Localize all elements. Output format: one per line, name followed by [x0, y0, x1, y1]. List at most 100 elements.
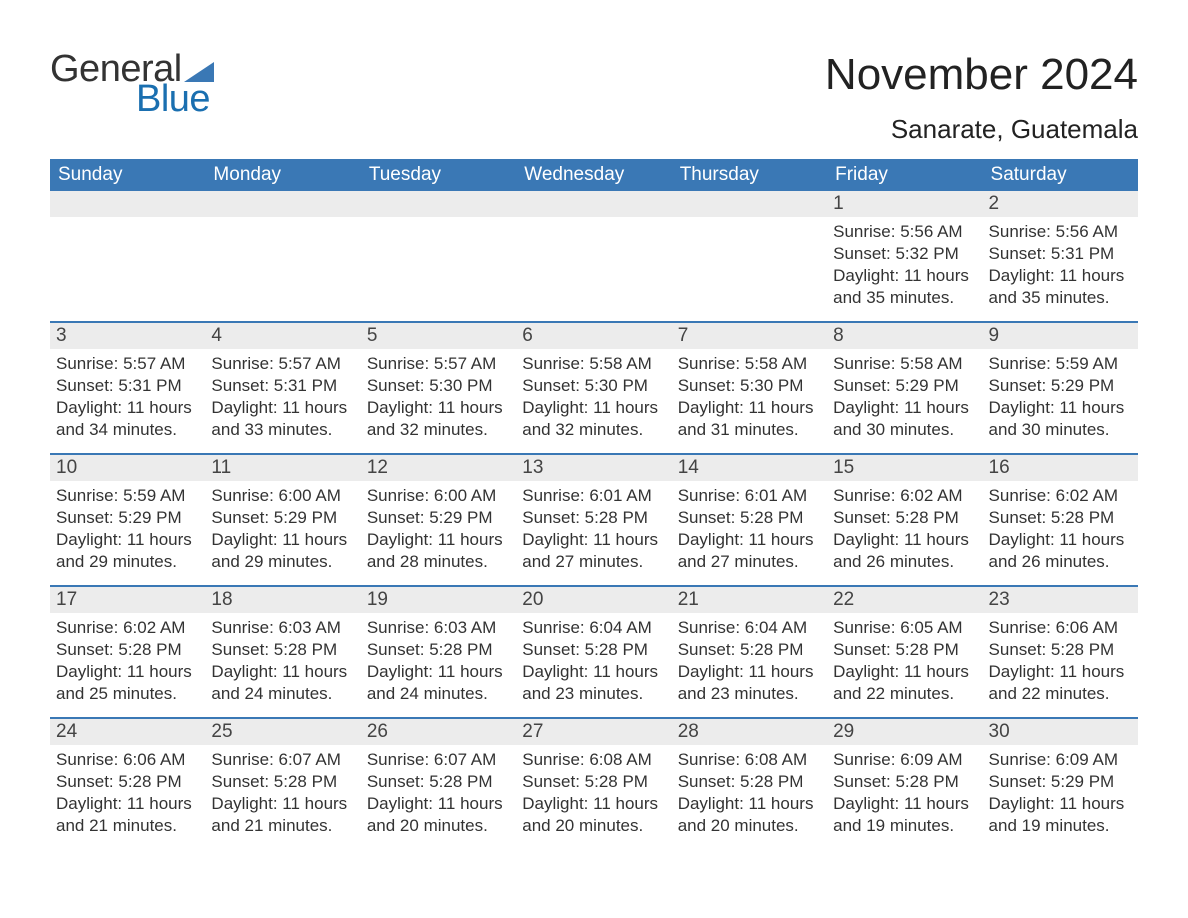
day-cell: [672, 191, 827, 321]
day-line-d2: and 19 minutes.: [833, 815, 976, 837]
week-row: 17Sunrise: 6:02 AMSunset: 5:28 PMDayligh…: [50, 585, 1138, 717]
day-cell: 1Sunrise: 5:56 AMSunset: 5:32 PMDaylight…: [827, 191, 982, 321]
day-line-sunrise: Sunrise: 6:02 AM: [989, 485, 1132, 507]
day-line-sunset: Sunset: 5:28 PM: [522, 639, 665, 661]
day-number: 6: [516, 323, 671, 349]
day-line-d2: and 30 minutes.: [989, 419, 1132, 441]
day-line-d2: and 20 minutes.: [522, 815, 665, 837]
day-cell: 16Sunrise: 6:02 AMSunset: 5:28 PMDayligh…: [983, 455, 1138, 585]
day-number: 12: [361, 455, 516, 481]
day-line-d1: Daylight: 11 hours: [678, 529, 821, 551]
day-line-d2: and 25 minutes.: [56, 683, 199, 705]
day-line-d1: Daylight: 11 hours: [367, 793, 510, 815]
day-cell: 23Sunrise: 6:06 AMSunset: 5:28 PMDayligh…: [983, 587, 1138, 717]
day-line-sunrise: Sunrise: 6:07 AM: [367, 749, 510, 771]
day-line-sunset: Sunset: 5:28 PM: [989, 507, 1132, 529]
day-line-sunset: Sunset: 5:28 PM: [678, 771, 821, 793]
day-cell: 11Sunrise: 6:00 AMSunset: 5:29 PMDayligh…: [205, 455, 360, 585]
day-line-sunset: Sunset: 5:31 PM: [56, 375, 199, 397]
day-content: Sunrise: 6:04 AMSunset: 5:28 PMDaylight:…: [516, 613, 671, 715]
day-number: 16: [983, 455, 1138, 481]
day-line-d1: Daylight: 11 hours: [833, 793, 976, 815]
day-cell: 5Sunrise: 5:57 AMSunset: 5:30 PMDaylight…: [361, 323, 516, 453]
day-cell: 18Sunrise: 6:03 AMSunset: 5:28 PMDayligh…: [205, 587, 360, 717]
day-cell: 22Sunrise: 6:05 AMSunset: 5:28 PMDayligh…: [827, 587, 982, 717]
day-number: 3: [50, 323, 205, 349]
day-content: Sunrise: 6:08 AMSunset: 5:28 PMDaylight:…: [672, 745, 827, 847]
day-number: 29: [827, 719, 982, 745]
weekday-tuesday: Tuesday: [361, 159, 516, 191]
weekday-saturday: Saturday: [983, 159, 1138, 191]
day-line-sunset: Sunset: 5:28 PM: [211, 639, 354, 661]
day-cell: 2Sunrise: 5:56 AMSunset: 5:31 PMDaylight…: [983, 191, 1138, 321]
day-content: Sunrise: 5:58 AMSunset: 5:30 PMDaylight:…: [672, 349, 827, 451]
day-line-d1: Daylight: 11 hours: [833, 529, 976, 551]
day-line-d1: Daylight: 11 hours: [211, 529, 354, 551]
day-line-d2: and 28 minutes.: [367, 551, 510, 573]
day-line-sunrise: Sunrise: 5:57 AM: [56, 353, 199, 375]
day-number: 10: [50, 455, 205, 481]
day-cell: [361, 191, 516, 321]
day-cell: 29Sunrise: 6:09 AMSunset: 5:28 PMDayligh…: [827, 719, 982, 849]
day-line-d2: and 26 minutes.: [989, 551, 1132, 573]
day-line-d1: Daylight: 11 hours: [522, 529, 665, 551]
weekday-sunday: Sunday: [50, 159, 205, 191]
day-content: Sunrise: 6:00 AMSunset: 5:29 PMDaylight:…: [361, 481, 516, 583]
day-line-sunset: Sunset: 5:29 PM: [989, 375, 1132, 397]
brand-logo: General Blue: [50, 50, 214, 118]
day-line-d1: Daylight: 11 hours: [56, 793, 199, 815]
day-line-d2: and 24 minutes.: [211, 683, 354, 705]
day-number: 9: [983, 323, 1138, 349]
day-content: Sunrise: 5:58 AMSunset: 5:29 PMDaylight:…: [827, 349, 982, 451]
day-line-d2: and 22 minutes.: [989, 683, 1132, 705]
day-line-d2: and 27 minutes.: [522, 551, 665, 573]
day-line-sunset: Sunset: 5:31 PM: [211, 375, 354, 397]
day-number: 2: [983, 191, 1138, 217]
day-number: 14: [672, 455, 827, 481]
day-line-sunrise: Sunrise: 6:08 AM: [678, 749, 821, 771]
day-line-d2: and 24 minutes.: [367, 683, 510, 705]
day-cell: 13Sunrise: 6:01 AMSunset: 5:28 PMDayligh…: [516, 455, 671, 585]
day-line-sunset: Sunset: 5:28 PM: [678, 639, 821, 661]
day-line-sunrise: Sunrise: 6:01 AM: [678, 485, 821, 507]
day-cell: 21Sunrise: 6:04 AMSunset: 5:28 PMDayligh…: [672, 587, 827, 717]
day-content: Sunrise: 5:59 AMSunset: 5:29 PMDaylight:…: [50, 481, 205, 583]
day-line-d1: Daylight: 11 hours: [56, 529, 199, 551]
day-line-sunrise: Sunrise: 6:06 AM: [989, 617, 1132, 639]
day-line-sunrise: Sunrise: 6:03 AM: [367, 617, 510, 639]
day-line-sunrise: Sunrise: 5:59 AM: [989, 353, 1132, 375]
day-number: [516, 191, 671, 217]
day-line-d2: and 20 minutes.: [367, 815, 510, 837]
day-content: Sunrise: 6:02 AMSunset: 5:28 PMDaylight:…: [827, 481, 982, 583]
day-number: 27: [516, 719, 671, 745]
weekday-thursday: Thursday: [672, 159, 827, 191]
day-content: Sunrise: 6:06 AMSunset: 5:28 PMDaylight:…: [983, 613, 1138, 715]
day-line-d1: Daylight: 11 hours: [522, 793, 665, 815]
day-number: 22: [827, 587, 982, 613]
day-number: [361, 191, 516, 217]
day-line-sunset: Sunset: 5:28 PM: [833, 507, 976, 529]
day-line-d1: Daylight: 11 hours: [989, 265, 1132, 287]
day-content: Sunrise: 5:59 AMSunset: 5:29 PMDaylight:…: [983, 349, 1138, 451]
day-line-sunrise: Sunrise: 6:08 AM: [522, 749, 665, 771]
day-line-sunset: Sunset: 5:28 PM: [56, 639, 199, 661]
day-line-d1: Daylight: 11 hours: [678, 397, 821, 419]
calendar-page: General Blue November 2024 Sanarate, Gua…: [0, 0, 1188, 889]
day-content: Sunrise: 6:03 AMSunset: 5:28 PMDaylight:…: [205, 613, 360, 715]
day-number: 23: [983, 587, 1138, 613]
day-line-d2: and 22 minutes.: [833, 683, 976, 705]
day-line-sunrise: Sunrise: 5:59 AM: [56, 485, 199, 507]
day-line-d2: and 21 minutes.: [56, 815, 199, 837]
day-number: 13: [516, 455, 671, 481]
day-line-sunrise: Sunrise: 5:58 AM: [522, 353, 665, 375]
day-content: Sunrise: 5:56 AMSunset: 5:32 PMDaylight:…: [827, 217, 982, 319]
day-number: 8: [827, 323, 982, 349]
day-content: Sunrise: 5:57 AMSunset: 5:30 PMDaylight:…: [361, 349, 516, 451]
day-line-d1: Daylight: 11 hours: [56, 397, 199, 419]
day-line-sunset: Sunset: 5:29 PM: [211, 507, 354, 529]
day-line-d2: and 34 minutes.: [56, 419, 199, 441]
day-line-d1: Daylight: 11 hours: [211, 661, 354, 683]
day-line-sunset: Sunset: 5:28 PM: [522, 507, 665, 529]
calendar-grid: SundayMondayTuesdayWednesdayThursdayFrid…: [50, 159, 1138, 849]
day-number: 4: [205, 323, 360, 349]
